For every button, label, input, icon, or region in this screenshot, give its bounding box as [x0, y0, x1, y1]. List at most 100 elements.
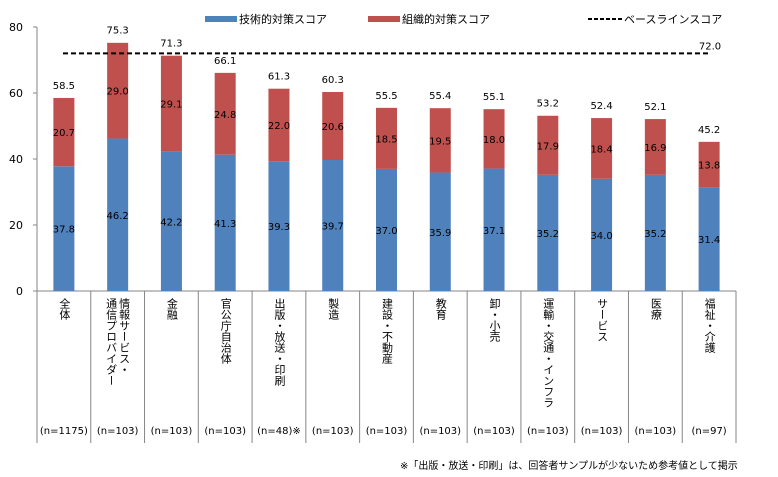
bar-organizational: [268, 88, 290, 162]
data-label-technical: 35.9: [429, 228, 451, 239]
data-label-total: 45.2: [698, 125, 720, 136]
sample-size-label: (n=103): [365, 426, 408, 437]
data-label-technical: 42.2: [160, 217, 182, 228]
data-label-total: 61.3: [268, 72, 290, 83]
bar-organizational: [376, 107, 397, 169]
y-tick-label: 0: [16, 285, 23, 298]
data-label-organizational: 18.0: [483, 135, 505, 146]
data-label-organizational: 17.9: [537, 141, 559, 152]
bar-organizational: [537, 115, 559, 175]
sample-size-label: (n=103): [580, 426, 623, 437]
legend-label-baseline: ベースラインスコア: [624, 13, 722, 26]
data-label-organizational: 29.1: [160, 100, 182, 111]
baseline-reference: 72.0: [63, 41, 721, 55]
category-label: 出版・放送・印刷: [272, 298, 286, 386]
bar-organizational: [160, 55, 182, 152]
bar-organizational: [483, 109, 505, 169]
bars: [53, 42, 720, 291]
sample-size-label: (n=103): [419, 426, 462, 437]
bar-technical: [53, 166, 75, 291]
bar-technical: [322, 159, 344, 291]
data-label-organizational: 20.7: [53, 128, 75, 139]
data-label-technical: 39.7: [322, 221, 344, 232]
data-label-organizational: 29.0: [107, 87, 129, 98]
sample-size-label: (n=103): [473, 426, 515, 437]
bar-technical: [107, 138, 129, 291]
baseline-value-label: 72.0: [699, 41, 721, 52]
sample-size-label: (n=103): [204, 426, 246, 437]
category-label: 運輸・交通・インフラ: [541, 298, 555, 408]
category-label: 全体: [57, 298, 71, 320]
bar-technical: [160, 151, 182, 291]
legend: 技術的対策スコア 組織的対策スコア ベースラインスコア: [205, 12, 722, 26]
bar-technical: [268, 161, 290, 291]
bar-technical: [429, 172, 451, 291]
sample-size-label: (n=103): [96, 426, 139, 437]
sample-size-label: (n=103): [527, 426, 569, 437]
data-label-total: 52.4: [590, 101, 612, 112]
data-label-total: 71.3: [160, 39, 182, 50]
bar-technical: [698, 187, 720, 291]
y-tick-label: 60: [9, 87, 23, 100]
bar-organizational: [698, 141, 720, 188]
data-label-organizational: 13.8: [698, 161, 720, 172]
data-label-technical: 37.1: [483, 226, 505, 237]
data-label-technical: 41.3: [214, 219, 236, 230]
footnote: ※「出版・放送・印刷」は、回答者サンプルが少ないため参考値として掲示: [400, 461, 738, 472]
sample-size-label: (n=1175): [39, 426, 88, 437]
category-label: サービス: [595, 298, 609, 342]
category-label: 建設・不動産: [380, 298, 394, 364]
sample-size-label: (n=48)※: [257, 426, 301, 437]
y-tick-label: 80: [9, 21, 23, 34]
legend-swatch-technical: [205, 16, 237, 22]
bar-organizational: [322, 92, 344, 160]
data-label-technical: 37.0: [375, 226, 397, 237]
bar-technical: [644, 174, 666, 291]
data-label-technical: 37.8: [53, 225, 75, 236]
bar-organizational: [429, 108, 451, 173]
category-label: 福祉・介護: [703, 298, 717, 353]
category-label: 情報サービス・ 通信プロバイダー: [104, 298, 131, 386]
y-tick-label: 40: [9, 153, 23, 166]
data-label-total: 55.4: [429, 91, 451, 102]
axes: 0 20 40 60 80: [9, 21, 737, 443]
data-label-technical: 31.4: [698, 235, 720, 246]
bar-technical: [376, 168, 397, 291]
data-label-total: 52.1: [644, 102, 666, 113]
y-tick-label: 20: [9, 219, 23, 232]
legend-swatch-organizational: [368, 16, 400, 22]
bar-organizational: [53, 97, 75, 167]
bar-technical: [483, 168, 505, 291]
sample-size-label: (n=103): [634, 426, 677, 437]
data-label-total: 75.3: [107, 26, 129, 37]
bar-organizational: [644, 119, 666, 175]
data-label-total: 60.3: [322, 75, 344, 86]
sample-size-label: (n=103): [311, 426, 354, 437]
bar-technical: [214, 154, 236, 291]
category-label: 卸・小売: [488, 298, 502, 342]
data-label-total: 66.1: [214, 56, 236, 67]
data-label-total: 53.2: [537, 98, 559, 109]
category-label: 教育: [434, 298, 448, 320]
data-label-technical: 39.3: [268, 222, 290, 233]
data-labels: 37.8 20.7 58.5 46.2 29.0 75.3 42.2 29.1 71.3 41.3…: [53, 26, 720, 247]
data-label-organizational: 24.8: [214, 110, 236, 121]
bar-technical: [591, 178, 613, 291]
data-label-total: 55.5: [375, 91, 397, 102]
data-label-technical: 46.2: [107, 211, 129, 222]
category-label: 医療: [649, 298, 663, 320]
bar-organizational: [214, 72, 236, 155]
category-label: 製造: [326, 298, 340, 320]
legend-label-organizational: 組織的対策スコア: [402, 12, 490, 26]
sample-size-label: (n=97): [691, 426, 727, 437]
data-label-organizational: 22.0: [268, 121, 290, 132]
sample-size-label: (n=103): [150, 426, 193, 437]
bar-organizational: [107, 42, 129, 139]
data-label-organizational: 16.9: [644, 143, 666, 154]
data-label-organizational: 20.6: [322, 122, 344, 133]
bar-organizational: [591, 118, 613, 179]
data-label-organizational: 18.4: [590, 144, 612, 155]
data-label-technical: 34.0: [590, 231, 612, 242]
data-label-organizational: 19.5: [429, 136, 451, 147]
